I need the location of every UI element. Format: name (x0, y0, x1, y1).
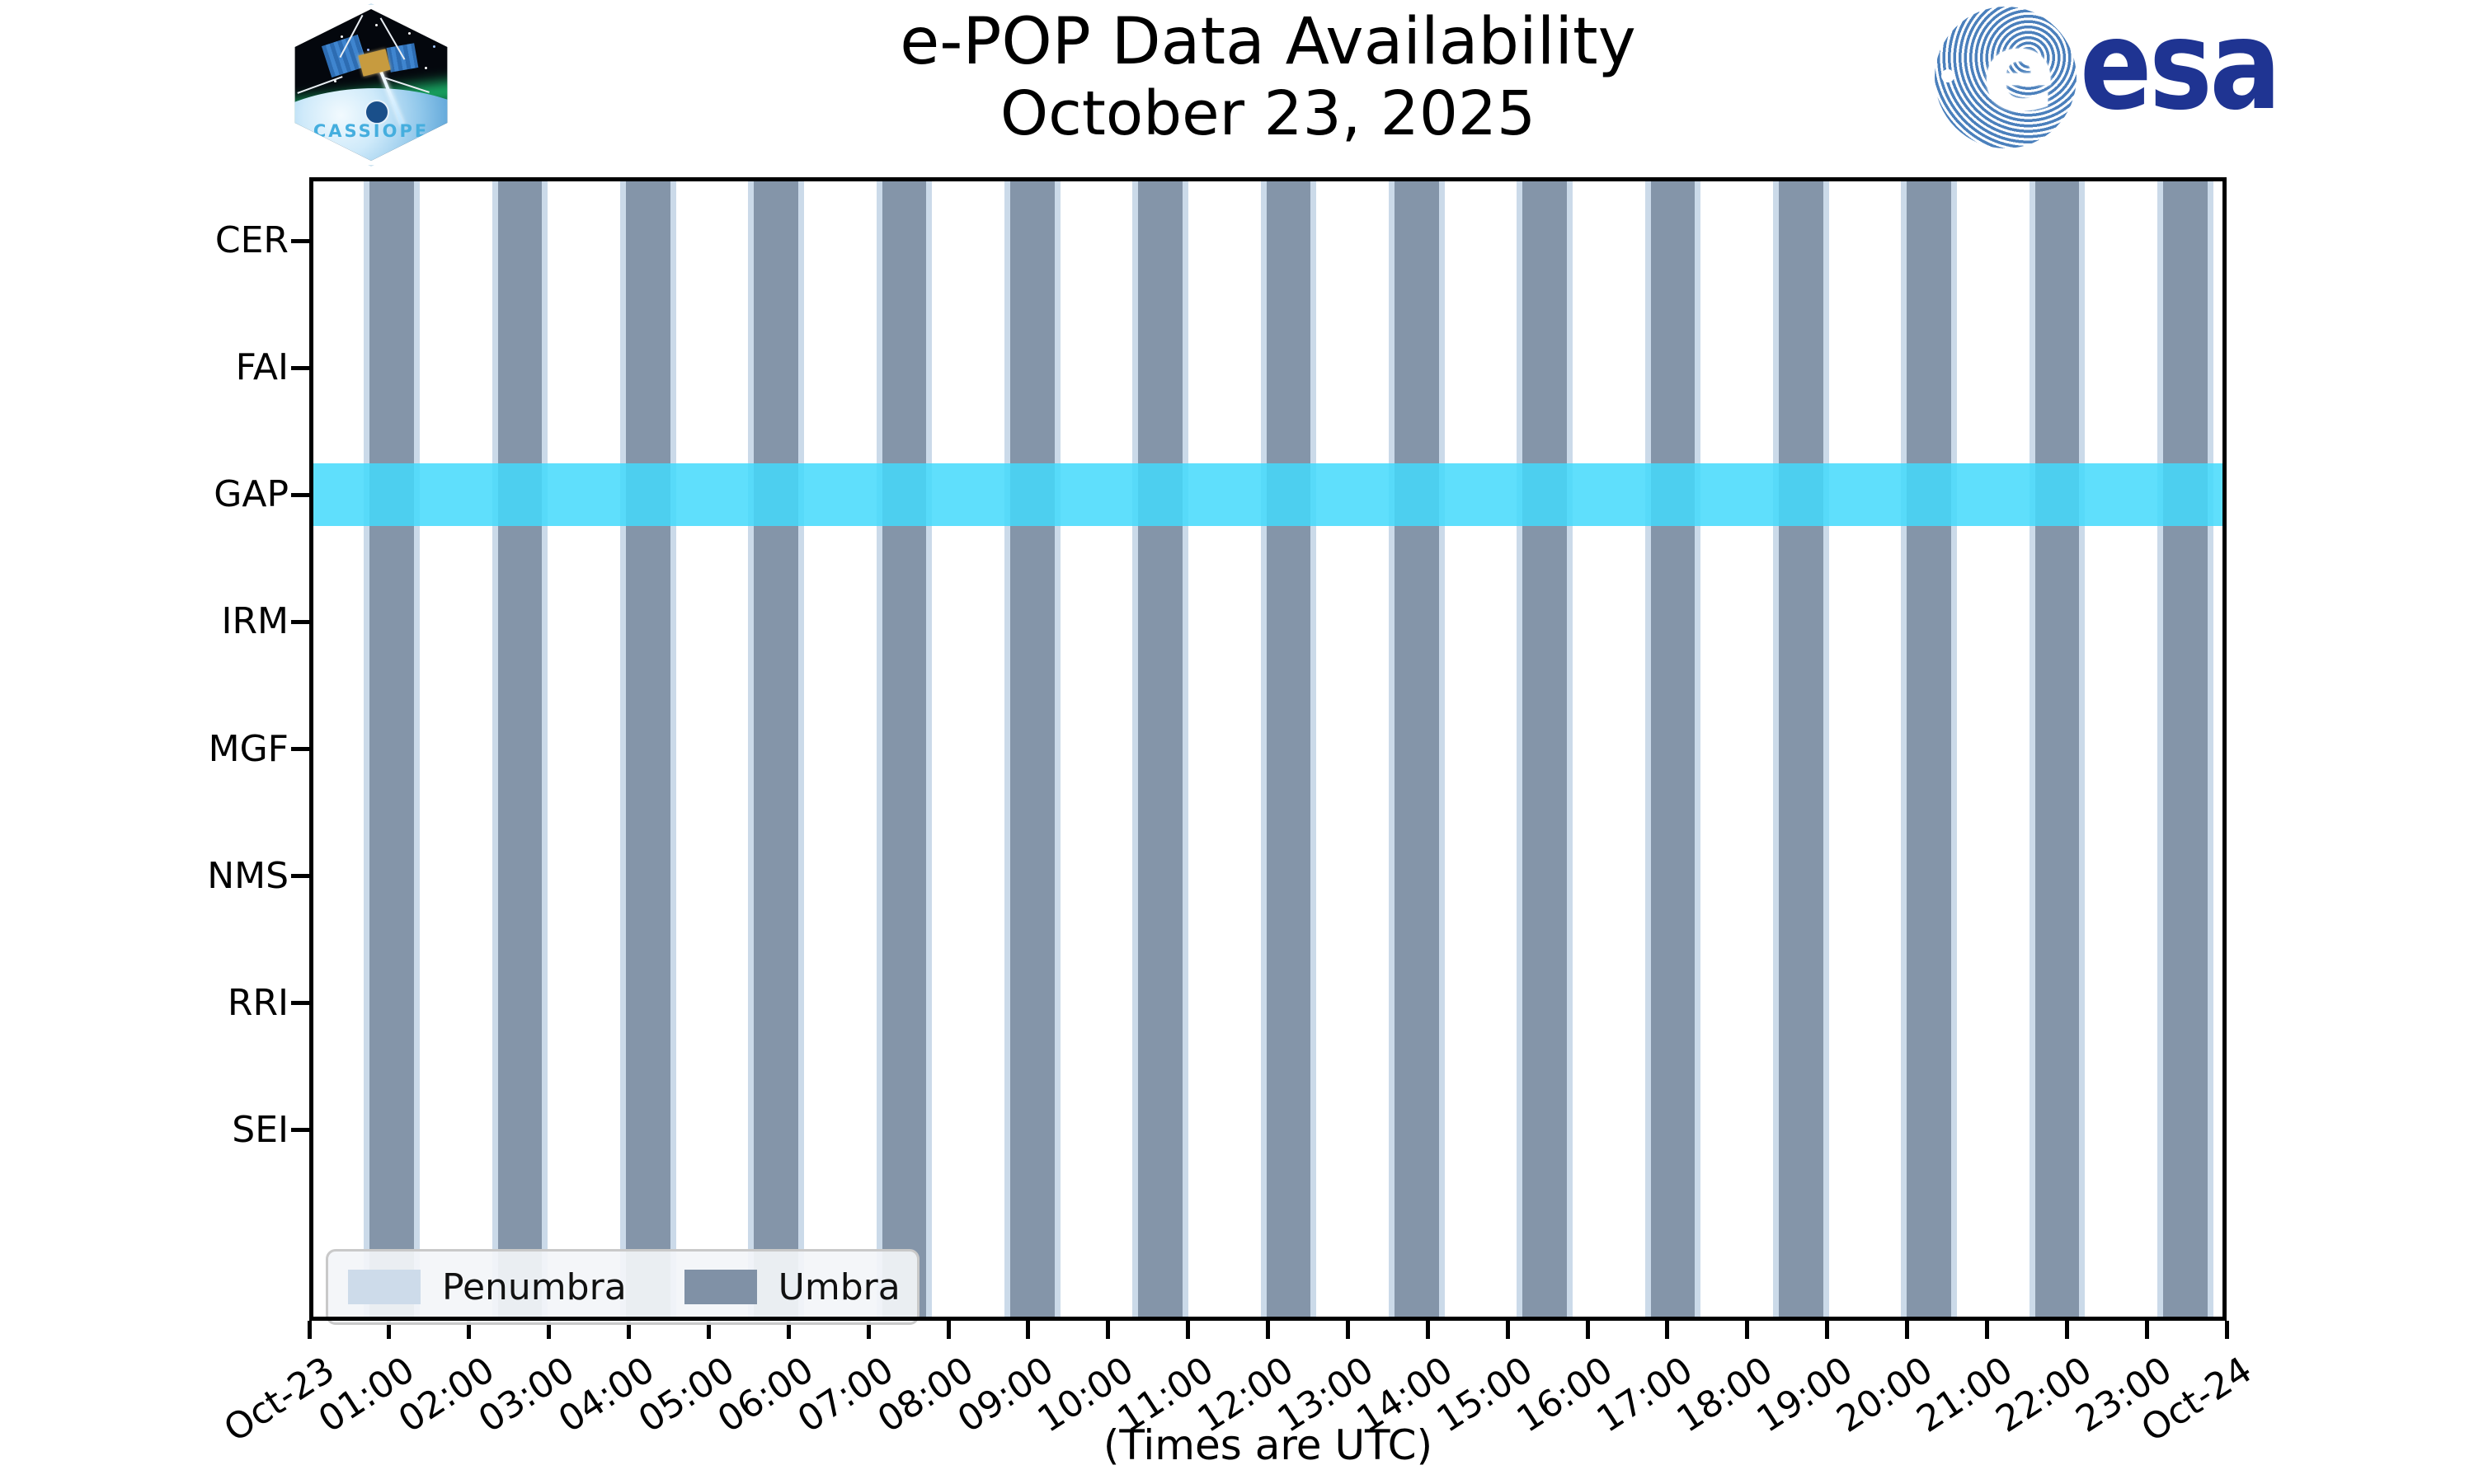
umbra-bar (1778, 177, 1823, 1321)
x-tick (1825, 1321, 1830, 1339)
y-tick (291, 874, 309, 879)
umbra-bar (2162, 177, 2208, 1321)
umbra-bar (882, 177, 926, 1321)
gap-availability-band (309, 463, 2227, 527)
availability-plot-area: Penumbra Umbra (309, 177, 2227, 1325)
csa-roundel-icon (364, 100, 389, 125)
legend-item-penumbra: Penumbra (348, 1266, 627, 1308)
y-tick-label-irm: IRM (221, 600, 289, 643)
y-tick-label-cer: CER (214, 219, 289, 262)
x-tick (866, 1321, 871, 1339)
umbra-bar (1522, 177, 1567, 1321)
umbra-bar (1137, 177, 1183, 1321)
x-tick (1905, 1321, 1909, 1339)
y-tick (291, 1128, 309, 1133)
x-tick (1345, 1321, 1350, 1339)
legend-item-umbra: Umbra (684, 1266, 901, 1308)
y-tick (291, 492, 309, 497)
x-tick (627, 1321, 631, 1339)
x-tick (1186, 1321, 1191, 1339)
x-tick (1026, 1321, 1031, 1339)
umbra-bar (1394, 177, 1439, 1321)
x-tick (1585, 1321, 1590, 1339)
x-tick (547, 1321, 552, 1339)
y-tick (291, 1001, 309, 1006)
x-tick (1266, 1321, 1270, 1339)
umbra-swatch-icon (684, 1270, 757, 1304)
x-tick (946, 1321, 951, 1339)
umbra-bar (1650, 177, 1695, 1321)
y-tick-label-rri: RRI (227, 981, 289, 1024)
x-tick (1106, 1321, 1111, 1339)
esa-wordmark: esa (2080, 0, 2281, 138)
plot-canvas (309, 177, 2227, 1321)
esa-globe-icon: e (1935, 7, 2077, 148)
y-tick-label-sei: SEI (232, 1108, 289, 1151)
y-tick-label-nms: NMS (207, 854, 289, 897)
esa-logo: e esa (1935, 0, 2396, 162)
x-tick (1505, 1321, 1510, 1339)
x-tick (2064, 1321, 2069, 1339)
x-tick (1984, 1321, 1989, 1339)
cassiope-patch-label: CASSIOPE (313, 121, 430, 142)
y-tick (291, 747, 309, 751)
umbra-bar (369, 177, 414, 1321)
x-tick (1745, 1321, 1750, 1339)
x-tick (706, 1321, 711, 1339)
umbra-bar (2034, 177, 2079, 1321)
x-tick (1665, 1321, 1670, 1339)
umbra-bar (1009, 177, 1055, 1321)
x-tick (467, 1321, 472, 1339)
x-tick (1425, 1321, 1430, 1339)
esa-globe-letter: e (1982, 8, 2056, 136)
y-tick (291, 365, 309, 370)
umbra-bar (497, 177, 542, 1321)
x-tick (2144, 1321, 2149, 1339)
y-tick-label-fai: FAI (235, 346, 289, 389)
figure-title-block: e-POP Data Availability October 23, 2025 (309, 5, 2227, 150)
y-tick (291, 238, 309, 243)
umbra-bar (625, 177, 670, 1321)
x-tick (387, 1321, 392, 1339)
y-tick-label-gap: GAP (214, 473, 289, 516)
x-axis-note: (Times are UTC) (1103, 1421, 1433, 1469)
penumbra-swatch-icon (348, 1270, 421, 1304)
y-tick (291, 619, 309, 624)
figure-title: e-POP Data Availability (900, 5, 1636, 79)
x-tick (2224, 1321, 2229, 1339)
esa-globe-dot-icon (1941, 69, 1954, 82)
x-tick (307, 1321, 312, 1339)
cassiope-mission-patch: CASSIOPE (279, 3, 463, 167)
x-tick (786, 1321, 791, 1339)
legend-label-umbra: Umbra (778, 1266, 901, 1308)
legend-box: Penumbra Umbra (326, 1249, 920, 1325)
y-tick-label-mgf: MGF (208, 727, 289, 770)
umbra-bar (753, 177, 798, 1321)
umbra-bar (1266, 177, 1310, 1321)
legend-label-penumbra: Penumbra (442, 1266, 627, 1308)
figure-subtitle-date: October 23, 2025 (999, 78, 1536, 150)
umbra-bar (1906, 177, 1951, 1321)
